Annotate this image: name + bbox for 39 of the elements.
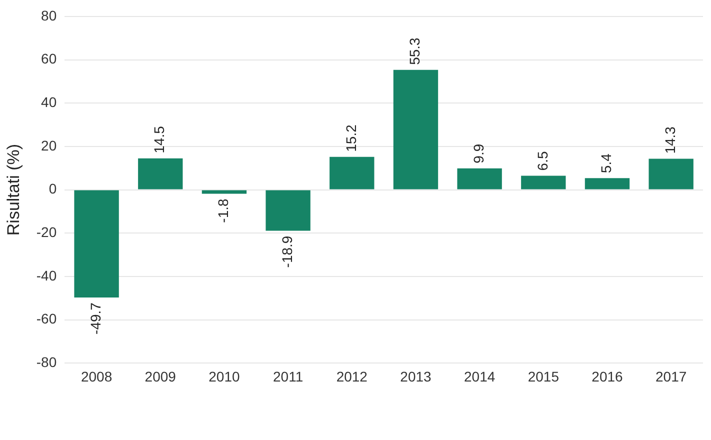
data-label: 5.4 — [598, 153, 614, 174]
x-tick-label: 2013 — [400, 368, 432, 384]
x-tick-label: 2017 — [656, 368, 687, 384]
y-tick-label: 80 — [41, 7, 57, 24]
bar — [584, 178, 630, 190]
x-tick-label: 2016 — [592, 368, 624, 384]
x-tick-label: 2012 — [336, 368, 368, 384]
data-label: 55.3 — [406, 37, 423, 65]
y-tick-label: 20 — [41, 137, 57, 154]
bar — [138, 158, 183, 190]
y-tick-label: -80 — [36, 354, 57, 370]
y-tick-label: 0 — [48, 180, 57, 197]
y-tick-label: -20 — [36, 224, 57, 240]
bar — [521, 176, 566, 190]
x-tick-label: 2009 — [144, 368, 176, 384]
bar — [74, 190, 119, 298]
data-label: 14.5 — [151, 126, 168, 154]
x-tick-label: 2014 — [464, 368, 496, 384]
data-label: 15.2 — [342, 124, 359, 152]
bar — [393, 70, 438, 190]
bar — [648, 158, 694, 190]
bar — [330, 156, 374, 190]
y-tick-label: 40 — [41, 94, 57, 110]
y-tick-label: -40 — [36, 267, 57, 284]
x-tick-label: 2008 — [80, 368, 112, 384]
bar — [266, 190, 310, 231]
data-label: -1.8 — [215, 198, 232, 223]
bar — [457, 168, 502, 190]
data-label: 14.3 — [662, 126, 678, 154]
x-tick-label: 2011 — [273, 368, 304, 384]
y-tick-label: -60 — [36, 310, 57, 327]
y-axis-title: Risultati (%) — [4, 144, 23, 236]
x-tick-label: 2010 — [208, 368, 240, 384]
y-tick-label: 60 — [41, 50, 57, 67]
data-label: -49.7 — [87, 302, 104, 334]
data-label: -18.9 — [278, 236, 295, 268]
data-label: 6.5 — [534, 151, 550, 171]
data-label: 9.9 — [470, 144, 486, 164]
x-tick-label: 2015 — [528, 368, 560, 384]
